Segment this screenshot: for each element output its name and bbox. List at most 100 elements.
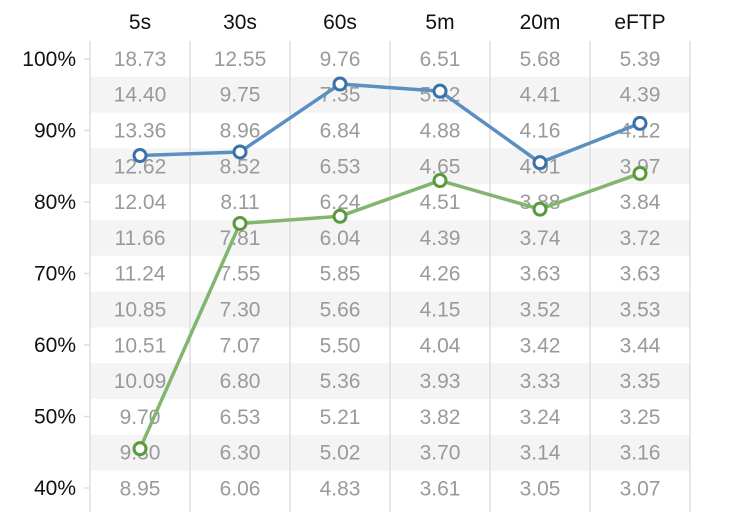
table-cell: 7.07 [220, 334, 261, 357]
table-cell: 5.66 [320, 299, 361, 322]
table-cell: 9.76 [320, 48, 361, 71]
column-header-30s: 30s [223, 11, 257, 34]
table-cell: 3.72 [620, 227, 661, 250]
table-cell: 6.84 [320, 120, 361, 143]
table-cell: 4.88 [420, 120, 461, 143]
table-cell: 6.04 [320, 227, 361, 250]
series-line-1 [139, 82, 641, 165]
series-1-point [332, 76, 348, 92]
value-table: 18.7312.559.766.515.685.3914.409.757.355… [114, 48, 661, 501]
table-cell: 4.41 [520, 84, 561, 107]
table-cell: 4.83 [320, 478, 361, 501]
table-cell: 5.02 [320, 442, 361, 465]
table-cell: 8.96 [220, 120, 261, 143]
table-cell: 3.53 [620, 299, 661, 322]
y-tick-label: 80% [34, 191, 76, 214]
table-cell: 3.35 [620, 370, 661, 393]
table-cell: 4.04 [420, 334, 461, 357]
table-cell: 18.73 [114, 48, 167, 71]
table-cell: 12.04 [114, 191, 167, 214]
table-cell: 10.85 [114, 299, 167, 322]
series-1-point [232, 144, 248, 160]
column-header-eFTP: eFTP [614, 11, 665, 34]
table-cell: 12.62 [114, 155, 167, 178]
column-header-5s: 5s [129, 11, 151, 34]
series-line-2 [138, 171, 641, 450]
table-cell: 4.12 [620, 120, 661, 143]
series-2-point [332, 208, 348, 224]
table-cell: 11.24 [115, 263, 166, 286]
table-cell: 3.63 [620, 263, 661, 286]
table-cell: 10.51 [114, 334, 167, 357]
table-cell: 8.11 [220, 191, 259, 214]
table-cell: 6.24 [320, 191, 361, 214]
column-header-20m: 20m [520, 11, 561, 34]
table-cell: 6.80 [220, 370, 261, 393]
table-cell: 3.84 [620, 191, 661, 214]
table-cell: 14.40 [114, 84, 167, 107]
table-cell: 3.42 [520, 334, 561, 357]
table-cell: 3.24 [520, 406, 561, 429]
table-cell: 3.44 [620, 334, 661, 357]
series-1-point [532, 155, 548, 171]
table-cell: 4.39 [620, 84, 661, 107]
series-markers [132, 76, 648, 457]
table-cell: 13.36 [114, 120, 167, 143]
table-cell: 11.66 [115, 227, 166, 250]
table-cell: 3.70 [420, 442, 461, 465]
table-cell: 4.15 [420, 299, 461, 322]
series-1-point [432, 83, 448, 99]
table-cell: 6.30 [220, 442, 261, 465]
table-cell: 3.14 [520, 442, 561, 465]
table-cell: 3.74 [520, 227, 561, 250]
table-cell: 8.95 [120, 478, 161, 501]
table-cell: 7.30 [220, 299, 261, 322]
series-2-point [432, 173, 448, 189]
table-cell: 5.50 [320, 334, 361, 357]
table-cell: 4.65 [420, 155, 461, 178]
y-tick-label: 90% [34, 120, 76, 143]
table-cell: 5.85 [320, 263, 361, 286]
table-cell: 12.55 [214, 48, 267, 71]
table-cell: 6.06 [220, 478, 261, 501]
table-cell: 8.52 [220, 155, 261, 178]
series-2-point [632, 165, 648, 181]
series-2-point [132, 441, 148, 457]
y-tick-label: 40% [34, 477, 76, 500]
table-cell: 3.33 [520, 370, 561, 393]
table-cell: 9.75 [220, 84, 261, 107]
y-tick-label: 100% [22, 48, 76, 71]
table-cell: 5.36 [320, 370, 361, 393]
y-axis-labels: 100% 90% 80% 70% 60% 50% 40% [22, 48, 76, 500]
table-cell: 5.21 [320, 406, 361, 429]
table-cell: 5.68 [520, 48, 561, 71]
table-cell: 5.39 [620, 48, 661, 71]
table-cell: 3.61 [420, 478, 461, 501]
table-cell: 4.26 [420, 263, 461, 286]
y-tick-label: 60% [34, 334, 76, 357]
table-cell: 3.82 [420, 406, 461, 429]
y-tick-label: 70% [34, 263, 76, 286]
table-cell: 3.63 [520, 263, 561, 286]
table-cell: 3.52 [520, 299, 561, 322]
table-cell: 4.39 [420, 227, 461, 250]
table-cell: 6.51 [420, 48, 461, 71]
table-cell: 4.16 [520, 120, 561, 143]
table-cell: 7.55 [220, 263, 261, 286]
table-cell: 6.53 [220, 406, 261, 429]
table-cell: 3.05 [520, 478, 561, 501]
table-cell: 6.53 [320, 155, 361, 178]
y-axis-ticks [84, 58, 90, 489]
table-cell: 3.25 [620, 406, 661, 429]
table-cell: 3.16 [620, 442, 661, 465]
table-cell: 3.93 [420, 370, 461, 393]
y-tick-label: 50% [34, 406, 76, 429]
series-lines [138, 82, 641, 450]
column-headers: 5s 30s 60s 5m 20m eFTP [129, 11, 666, 34]
table-cell: 4.51 [420, 191, 461, 214]
series-2-point [532, 201, 548, 217]
table-cell: 3.07 [620, 478, 661, 501]
column-header-5m: 5m [425, 11, 454, 34]
table-cell: 10.09 [114, 370, 167, 393]
